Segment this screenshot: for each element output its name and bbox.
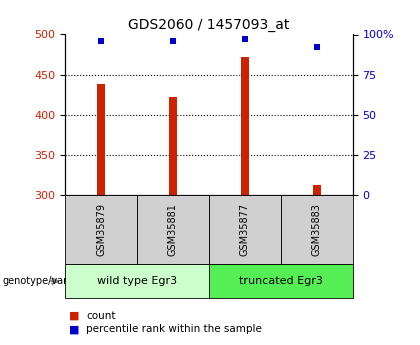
Bar — [169, 97, 177, 195]
Text: ■: ■ — [69, 325, 80, 334]
Text: GSM35877: GSM35877 — [240, 203, 250, 256]
Text: GSM35881: GSM35881 — [168, 203, 178, 256]
Title: GDS2060 / 1457093_at: GDS2060 / 1457093_at — [128, 18, 290, 32]
Text: GSM35879: GSM35879 — [96, 203, 106, 256]
Text: count: count — [86, 311, 116, 321]
Text: GSM35883: GSM35883 — [312, 203, 322, 256]
Text: ■: ■ — [69, 311, 80, 321]
Text: genotype/variation: genotype/variation — [2, 276, 95, 286]
Text: truncated Egr3: truncated Egr3 — [239, 276, 323, 286]
Bar — [241, 57, 249, 195]
Bar — [312, 185, 321, 195]
Bar — [97, 84, 105, 195]
Text: percentile rank within the sample: percentile rank within the sample — [86, 325, 262, 334]
Text: wild type Egr3: wild type Egr3 — [97, 276, 177, 286]
